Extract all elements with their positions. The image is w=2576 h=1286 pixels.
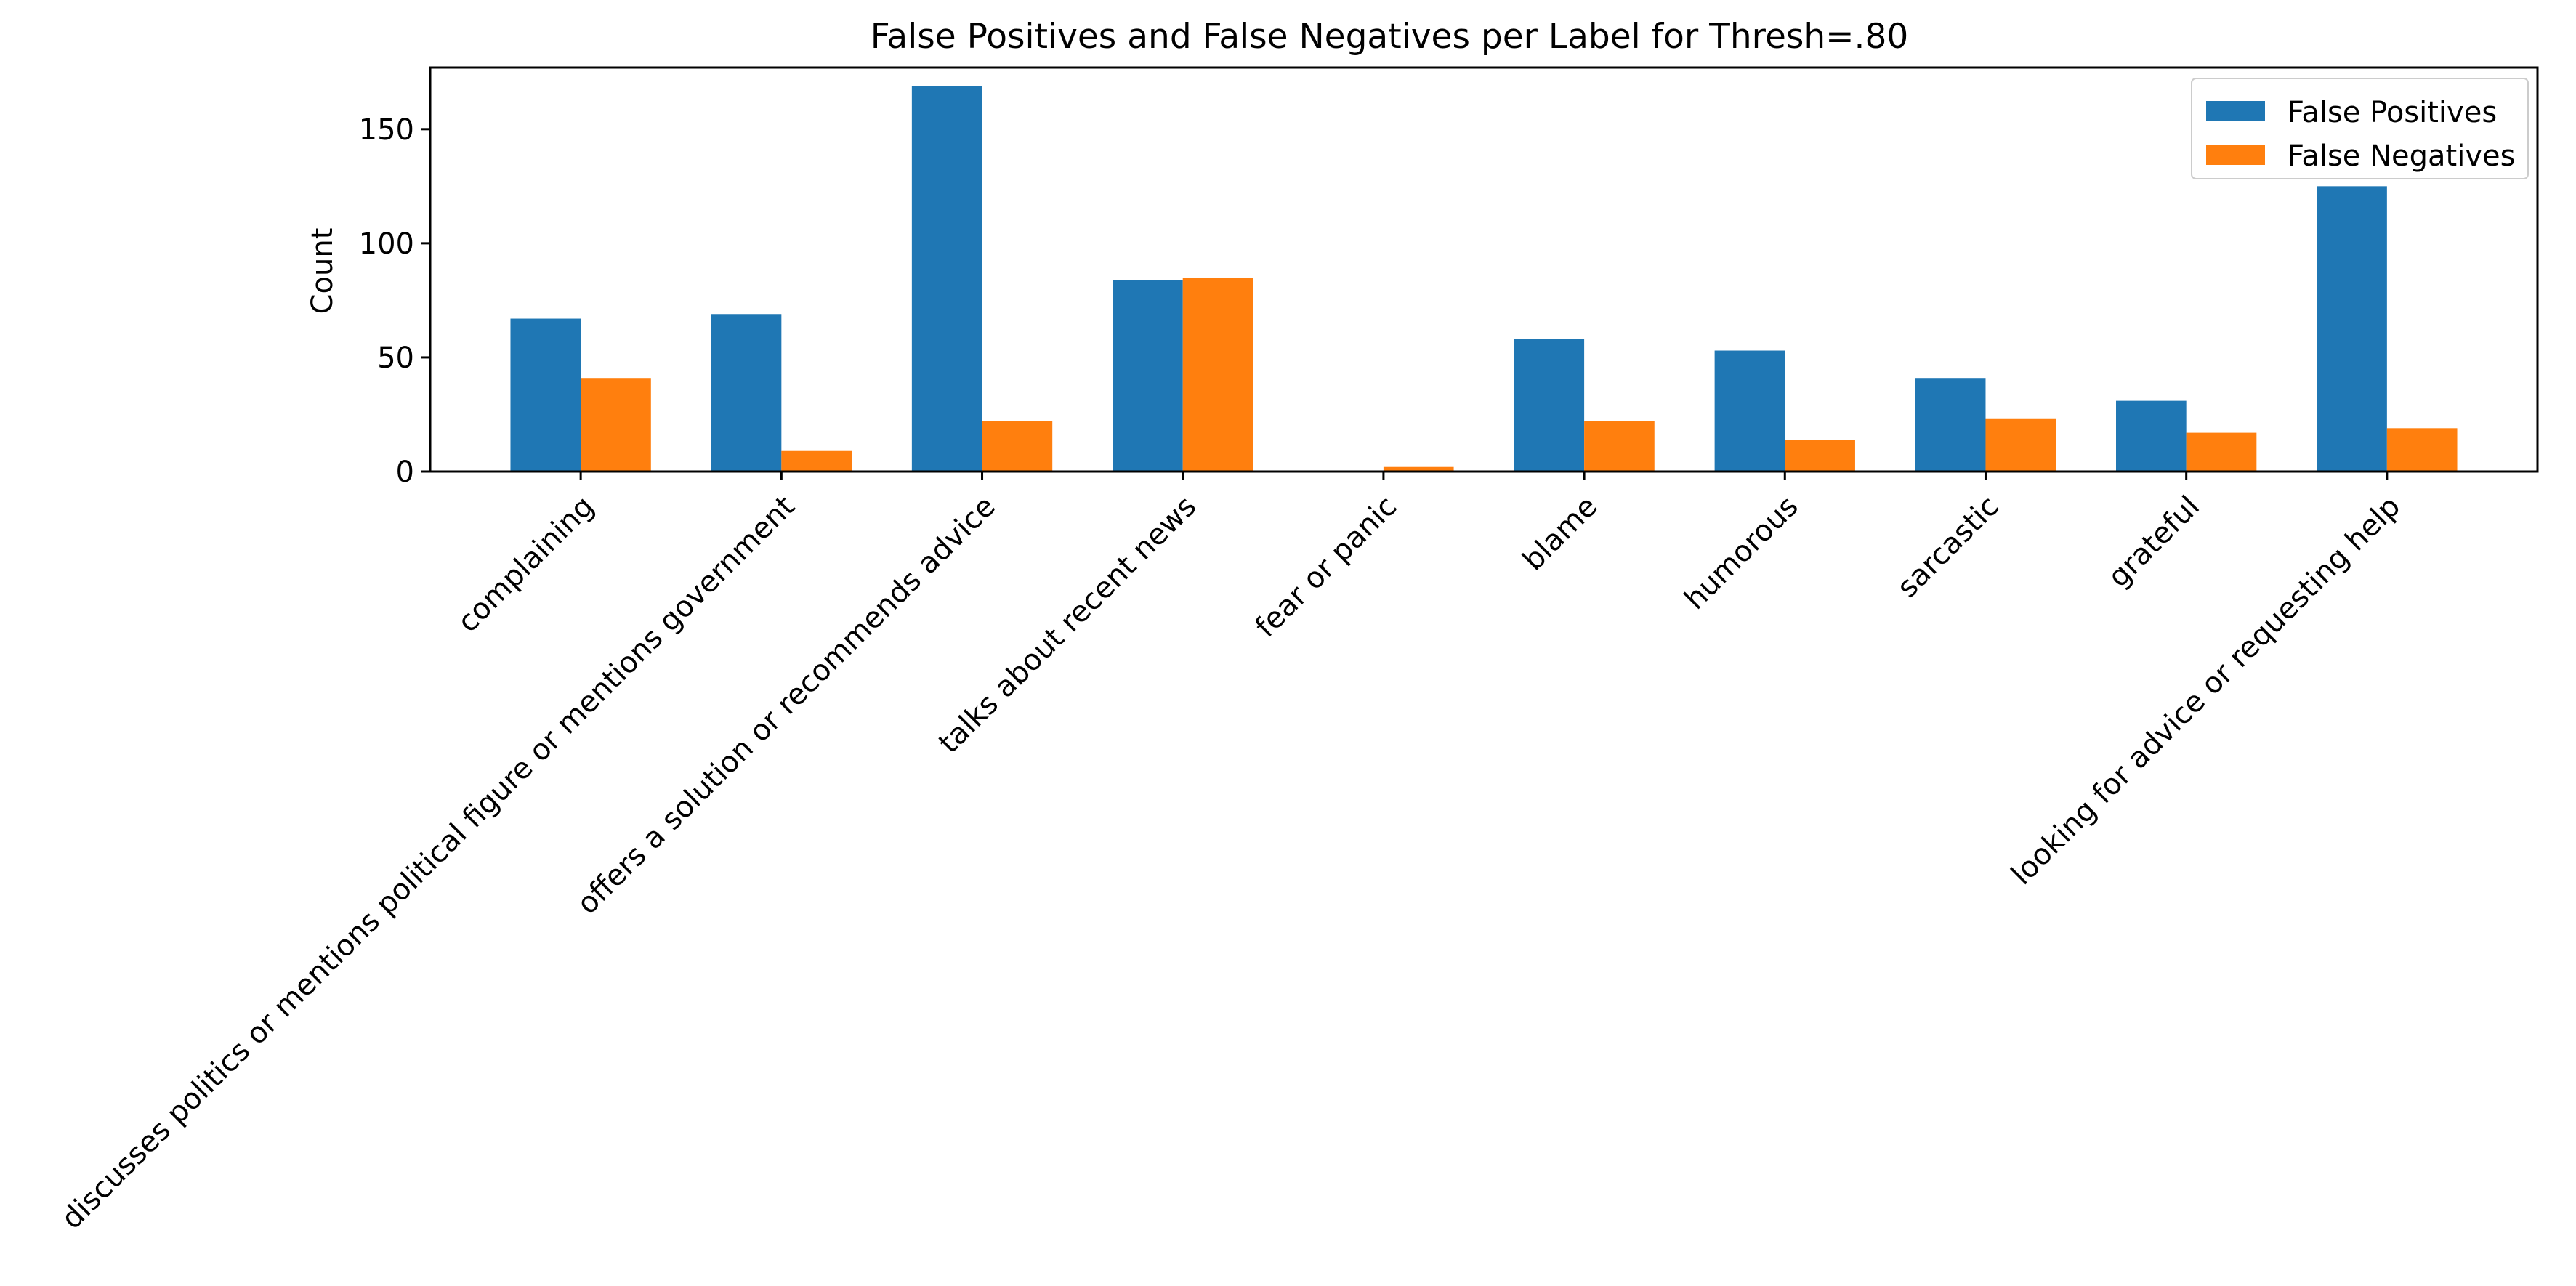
chart-title: False Positives and False Negatives per … — [871, 17, 1909, 57]
y-tick-label: 150 — [359, 113, 414, 147]
bars-group — [510, 86, 2458, 472]
bar-false-positives-1 — [711, 314, 782, 472]
y-tick-label: 100 — [359, 227, 414, 261]
x-tick-label: humorous — [1679, 490, 1805, 616]
bar-false-negatives-3 — [1182, 277, 1253, 472]
bar-false-positives-3 — [1113, 280, 1183, 472]
legend-swatch-false-negatives — [2206, 145, 2265, 165]
bar-false-negatives-6 — [1785, 440, 1855, 472]
bar-false-negatives-7 — [1985, 418, 2056, 472]
bar-false-negatives-9 — [2386, 428, 2458, 472]
y-axis-label: Count — [306, 228, 339, 315]
x-tick-label: sarcastic — [1891, 490, 2006, 604]
bar-false-negatives-8 — [2186, 432, 2257, 472]
x-tick-label: blame — [1517, 490, 1604, 578]
y-axis: 0 50 100 150 — [359, 113, 430, 489]
bar-false-positives-7 — [1915, 378, 1986, 472]
bar-false-positives-6 — [1714, 350, 1785, 472]
bar-false-positives-0 — [510, 318, 581, 472]
x-tick-label: discusses politics or mentions political… — [55, 490, 802, 1236]
x-tick-label: fear or panic — [1249, 490, 1403, 644]
x-tick-label: grateful — [2101, 490, 2206, 594]
y-tick-label: 0 — [396, 456, 414, 489]
legend-label-false-positives: False Positives — [2288, 96, 2497, 129]
bar-false-positives-9 — [2317, 186, 2387, 472]
plot-frame — [429, 66, 2539, 473]
legend-swatch-false-positives — [2206, 101, 2265, 121]
bar-false-negatives-1 — [781, 450, 852, 472]
bar-false-positives-5 — [1514, 339, 1585, 472]
y-tick-label: 50 — [377, 341, 414, 375]
legend: False Positives False Negatives — [2191, 78, 2529, 179]
x-tick-label: complaining — [451, 490, 601, 639]
bar-false-negatives-4 — [1383, 466, 1454, 472]
x-tick-label: looking for advice or requesting help — [2005, 490, 2407, 891]
legend-box — [2191, 78, 2529, 179]
x-tick-label: offers a solution or recommends advice — [570, 490, 1002, 921]
bar-false-negatives-0 — [581, 378, 651, 472]
legend-label-false-negatives: False Negatives — [2288, 139, 2515, 173]
bar-false-negatives-5 — [1584, 421, 1655, 472]
bar-false-positives-2 — [911, 86, 982, 472]
bar-false-positives-8 — [2116, 400, 2187, 472]
bar-false-negatives-2 — [982, 421, 1053, 472]
